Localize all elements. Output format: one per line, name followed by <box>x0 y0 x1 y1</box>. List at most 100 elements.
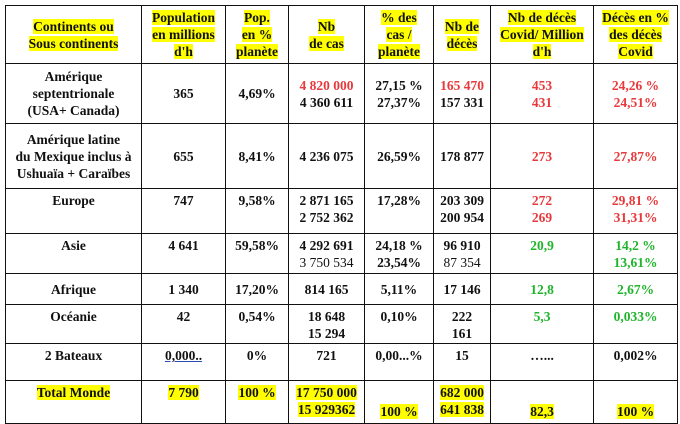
table-row: Total Monde 7 790 100 % 17 750 000 15 929362… <box>5 380 678 424</box>
cell-population: 747 <box>141 188 226 234</box>
cell-value: 42 <box>176 309 191 324</box>
header-label: Nb de <box>444 18 480 34</box>
cell-value: 17,20% <box>235 281 279 297</box>
cell-deaths-percent: 24,26 % 24,51% <box>593 63 678 124</box>
cell-value: 17,28% <box>377 193 421 208</box>
header-row: Continents ou Sous continents Population en… <box>5 5 678 64</box>
cell-value: 27,87% <box>613 148 658 164</box>
header-label: des décès <box>609 27 662 42</box>
cell-value: 0,54% <box>238 309 276 324</box>
header-label: en % <box>241 27 273 42</box>
cell-value: 2 Bateaux <box>44 348 103 363</box>
cell-cases-percent: 24,18 % 23,54% <box>364 233 434 274</box>
cell-deaths-per-million: 5,3 <box>490 304 594 344</box>
cell-population: 0,000.. <box>141 343 226 381</box>
cell-value: 4 820 000 <box>299 77 354 93</box>
cell-deaths-percent: 14,2 % 13,61% <box>593 233 678 274</box>
cell-value: 747 <box>173 193 194 208</box>
table-row: Afrique 1 340 17,20% 814 165 5,11% 17 146 12,8… <box>5 273 678 305</box>
cell-deaths-per-million: 272 269 <box>490 188 594 234</box>
cell-continent: Afrique <box>5 273 142 305</box>
header-label: d'h <box>174 44 193 59</box>
cell-cases: 2 871 165 2 752 362 <box>288 188 365 234</box>
cell-value: 2,67% <box>616 281 655 297</box>
cell-cases: 4 820 000 4 360 611 <box>288 63 365 124</box>
cell-value: 0,033% <box>613 309 658 324</box>
cell-value: 17 146 <box>443 281 481 297</box>
cell-population: 655 <box>141 123 226 189</box>
cell-deaths: 178 877 <box>433 123 491 189</box>
cell-cases-percent: 0,00...% <box>364 343 434 381</box>
cell-value: 29,81 % <box>611 193 660 208</box>
table-row: Océanie 42 0,54% 18 648 15 294 0,10% 222 161 5,3… <box>5 304 678 344</box>
cell-value: 5,3 <box>533 309 551 324</box>
cell-value: 59,58% <box>235 238 279 253</box>
cell-value: 0,000.. <box>164 348 203 363</box>
cell-value: 1 340 <box>168 281 199 297</box>
cell-continent: Amérique septentrionale (USA+ Canada) <box>5 63 142 124</box>
cell-value: 203 309 <box>440 193 484 208</box>
cell-population: 365 <box>141 63 226 124</box>
cell-deaths-per-million: 12,8 <box>490 273 594 305</box>
header-label: Covid <box>618 44 653 59</box>
cell-value: 641 838 <box>440 402 484 417</box>
cell-cases-percent: 27,15 % 27,37% <box>364 63 434 124</box>
cell-value: septentrionale <box>32 86 115 101</box>
cell-value: (USA+ Canada) <box>27 103 120 118</box>
cell-population: 4 641 <box>141 233 226 274</box>
header-label: décès <box>446 35 478 51</box>
cell-continent: Total Monde <box>5 380 142 424</box>
cell-value: 178 877 <box>440 148 484 164</box>
header-label: Population <box>151 10 216 25</box>
cell-population-percent: 4,69% <box>225 63 289 124</box>
cell-cases: 4 292 691 3 750 534 <box>288 233 365 274</box>
cell-population: 1 340 <box>141 273 226 305</box>
cell-continent: Amérique latine du Mexique inclus à Ushuaï… <box>5 123 142 189</box>
cell-value: 24,18 % <box>375 238 423 253</box>
cell-value: 4 641 <box>168 238 199 253</box>
cell-cases: 4 236 075 <box>288 123 365 189</box>
header-label: % des <box>381 10 417 25</box>
cell-deaths-percent: 100 % <box>593 380 678 424</box>
header-label: Nb de décès <box>507 10 577 25</box>
cell-cases: 721 <box>288 343 365 381</box>
table-row: Amérique latine du Mexique inclus à Ushuaï… <box>5 123 678 189</box>
cell-cases-percent: 0,10% <box>364 304 434 344</box>
header-label: Sous continents <box>28 35 119 51</box>
header-deaths-percent: Décès en % des décès Covid <box>593 5 678 64</box>
cell-deaths-per-million: 273 <box>490 123 594 189</box>
cell-deaths: 15 <box>433 343 491 381</box>
cell-value: 2 871 165 <box>299 193 354 208</box>
cell-value: 273 <box>531 148 553 164</box>
cell-value: 100 % <box>616 404 655 419</box>
cell-deaths-percent: 29,81 % 31,31% <box>593 188 678 234</box>
cell-deaths-per-million: 453 431 <box>490 63 594 124</box>
table-row: Amérique septentrionale (USA+ Canada) 365 4,… <box>5 63 678 124</box>
cell-value: Asie <box>61 238 86 253</box>
cell-value: 272 <box>531 193 553 208</box>
cell-value: 814 165 <box>304 281 349 297</box>
header-label: cas / <box>386 27 412 42</box>
header-cases: Nb de cas <box>288 5 365 64</box>
cell-value: 453 <box>531 77 553 93</box>
cell-deaths-percent: 27,87% <box>593 123 678 189</box>
cell-value: Amérique <box>44 69 103 84</box>
cell-value: Ushuaïa + Caraïbes <box>16 165 131 181</box>
cell-value: Amérique latine <box>26 131 121 147</box>
header-continent: Continents ou Sous continents <box>5 5 142 64</box>
header-label: Nb <box>317 18 336 34</box>
cell-deaths-percent: 0,002% <box>593 343 678 381</box>
cell-value: 24,26 % <box>611 77 660 93</box>
cell-population-percent: 59,58% <box>225 233 289 274</box>
cell-deaths-per-million: 20,9 <box>490 233 594 274</box>
cell-deaths: 222 161 <box>433 304 491 344</box>
cell-value: 3 750 534 <box>299 255 354 270</box>
cell-deaths: 203 309 200 954 <box>433 188 491 234</box>
cell-deaths-per-million: 82,3 <box>490 380 594 424</box>
cell-value: 4 236 075 <box>299 148 354 164</box>
cell-deaths: 17 146 <box>433 273 491 305</box>
cell-value: 31,31% <box>613 210 658 225</box>
cell-value: 9,58% <box>238 193 276 208</box>
cell-value: 13,61% <box>613 255 658 270</box>
cell-cases: 17 750 000 15 929362 <box>288 380 365 424</box>
